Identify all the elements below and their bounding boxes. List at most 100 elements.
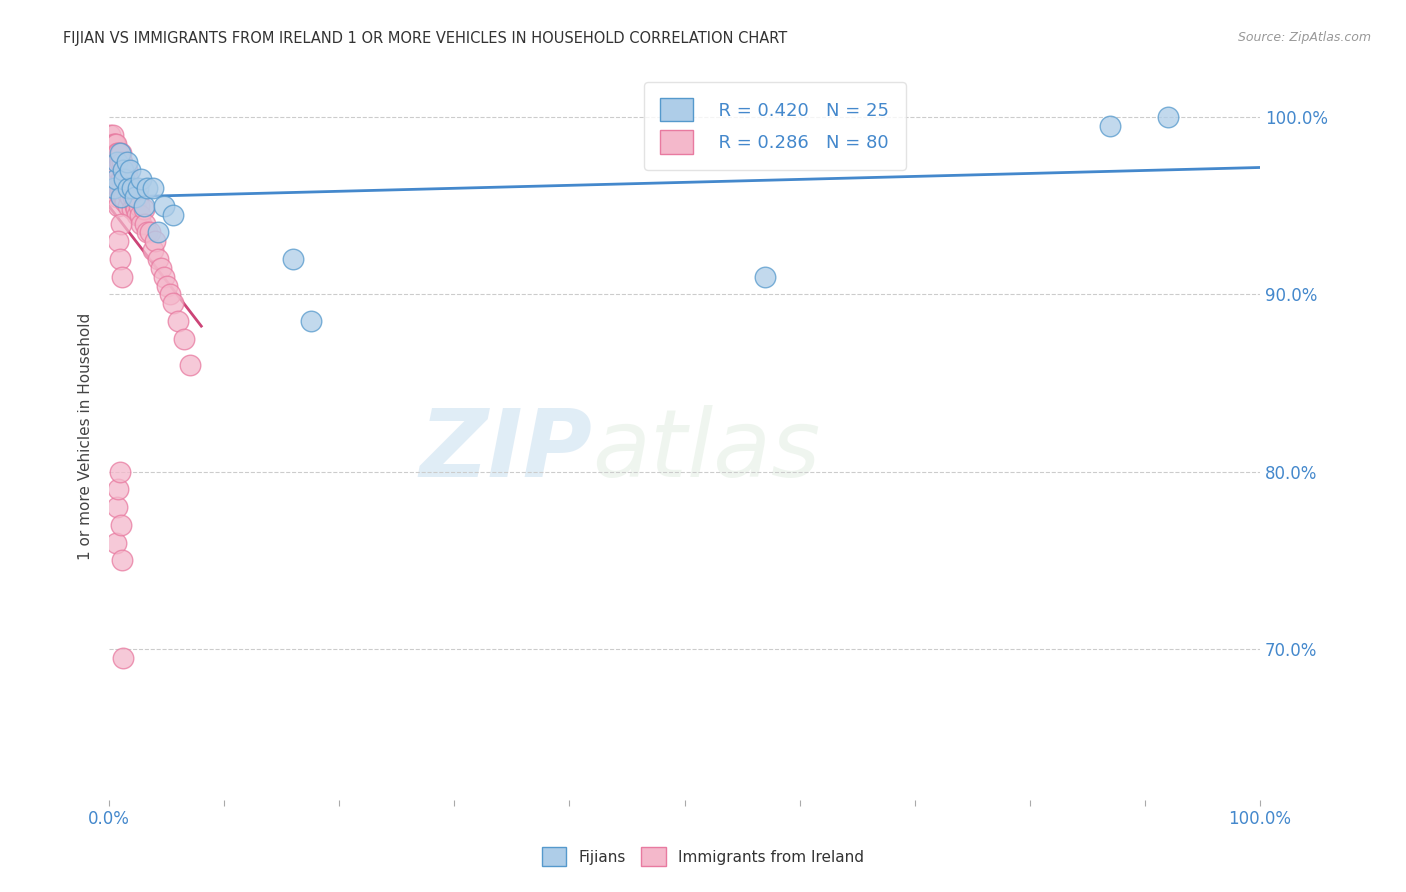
Point <box>108 252 131 266</box>
Point <box>1157 110 1180 124</box>
Point <box>129 208 152 222</box>
Point <box>105 172 128 186</box>
Point <box>108 145 131 160</box>
Point <box>114 172 136 186</box>
Point <box>104 181 127 195</box>
Point <box>122 190 145 204</box>
Point <box>136 226 159 240</box>
Point <box>120 181 142 195</box>
Point <box>107 145 129 160</box>
Point <box>754 269 776 284</box>
Point <box>117 199 139 213</box>
Text: ZIP: ZIP <box>419 405 592 497</box>
Point <box>105 190 128 204</box>
Point <box>1099 119 1122 133</box>
Point <box>100 136 122 151</box>
Point <box>112 163 135 178</box>
Point <box>100 128 122 142</box>
Point <box>153 199 176 213</box>
Point <box>138 226 160 240</box>
Point <box>115 154 138 169</box>
Point <box>131 172 153 186</box>
Point <box>108 181 131 195</box>
Point <box>103 136 125 151</box>
Point <box>105 500 128 515</box>
Point <box>100 181 122 195</box>
Point <box>156 278 179 293</box>
Point <box>111 553 134 567</box>
Point <box>112 650 135 665</box>
Point <box>111 181 134 195</box>
Point <box>107 235 129 249</box>
Point <box>104 136 127 151</box>
Point <box>112 190 135 204</box>
Point <box>167 314 190 328</box>
Point <box>115 186 138 201</box>
Point <box>108 154 131 169</box>
Point <box>112 172 135 186</box>
Point <box>132 202 155 217</box>
Point <box>134 217 156 231</box>
Point <box>142 243 165 257</box>
Point <box>104 163 127 178</box>
Text: Source: ZipAtlas.com: Source: ZipAtlas.com <box>1237 31 1371 45</box>
Point <box>117 181 139 195</box>
Point <box>101 128 124 142</box>
Point <box>107 181 129 195</box>
Point <box>101 154 124 169</box>
Point <box>115 163 138 178</box>
Point <box>162 296 184 310</box>
Text: FIJIAN VS IMMIGRANTS FROM IRELAND 1 OR MORE VEHICLES IN HOUSEHOLD CORRELATION CH: FIJIAN VS IMMIGRANTS FROM IRELAND 1 OR M… <box>63 31 787 46</box>
Point <box>110 145 132 160</box>
Point <box>111 154 134 169</box>
Point <box>105 172 128 186</box>
Legend: Fijians, Immigrants from Ireland: Fijians, Immigrants from Ireland <box>534 839 872 873</box>
Point <box>111 269 134 284</box>
Point <box>121 185 143 199</box>
Point <box>118 163 141 178</box>
Point <box>112 190 135 204</box>
Point <box>110 217 132 231</box>
Point <box>110 190 132 204</box>
Point <box>117 172 139 186</box>
Point <box>107 483 129 497</box>
Point <box>110 190 132 204</box>
Point <box>131 217 153 231</box>
Point <box>136 181 159 195</box>
Point <box>105 154 128 169</box>
Point <box>107 199 129 213</box>
Point <box>299 314 322 328</box>
Point <box>146 226 169 240</box>
Point <box>118 190 141 204</box>
Legend:   R = 0.420   N = 25,   R = 0.286   N = 80: R = 0.420 N = 25, R = 0.286 N = 80 <box>644 82 905 170</box>
Point <box>112 167 135 181</box>
Point <box>142 181 165 195</box>
Point <box>121 181 143 195</box>
Point <box>125 202 148 217</box>
Point <box>124 199 146 213</box>
Point <box>114 195 136 210</box>
Point <box>110 517 132 532</box>
Point <box>162 208 184 222</box>
Point <box>127 181 149 195</box>
Point <box>107 163 129 178</box>
Point <box>125 208 148 222</box>
Point <box>150 260 173 275</box>
Point <box>128 199 150 213</box>
Point <box>100 163 122 178</box>
Point <box>105 136 128 151</box>
Point <box>132 199 155 213</box>
Y-axis label: 1 or more Vehicles in Household: 1 or more Vehicles in Household <box>79 312 93 560</box>
Point <box>118 181 141 195</box>
Point <box>105 163 128 178</box>
Point <box>153 269 176 284</box>
Point <box>112 163 135 178</box>
Point <box>173 332 195 346</box>
Point <box>146 252 169 266</box>
Point <box>124 190 146 204</box>
Point <box>179 359 201 373</box>
Point <box>105 535 128 549</box>
Point <box>100 154 122 169</box>
Point <box>103 163 125 178</box>
Point <box>105 145 128 160</box>
